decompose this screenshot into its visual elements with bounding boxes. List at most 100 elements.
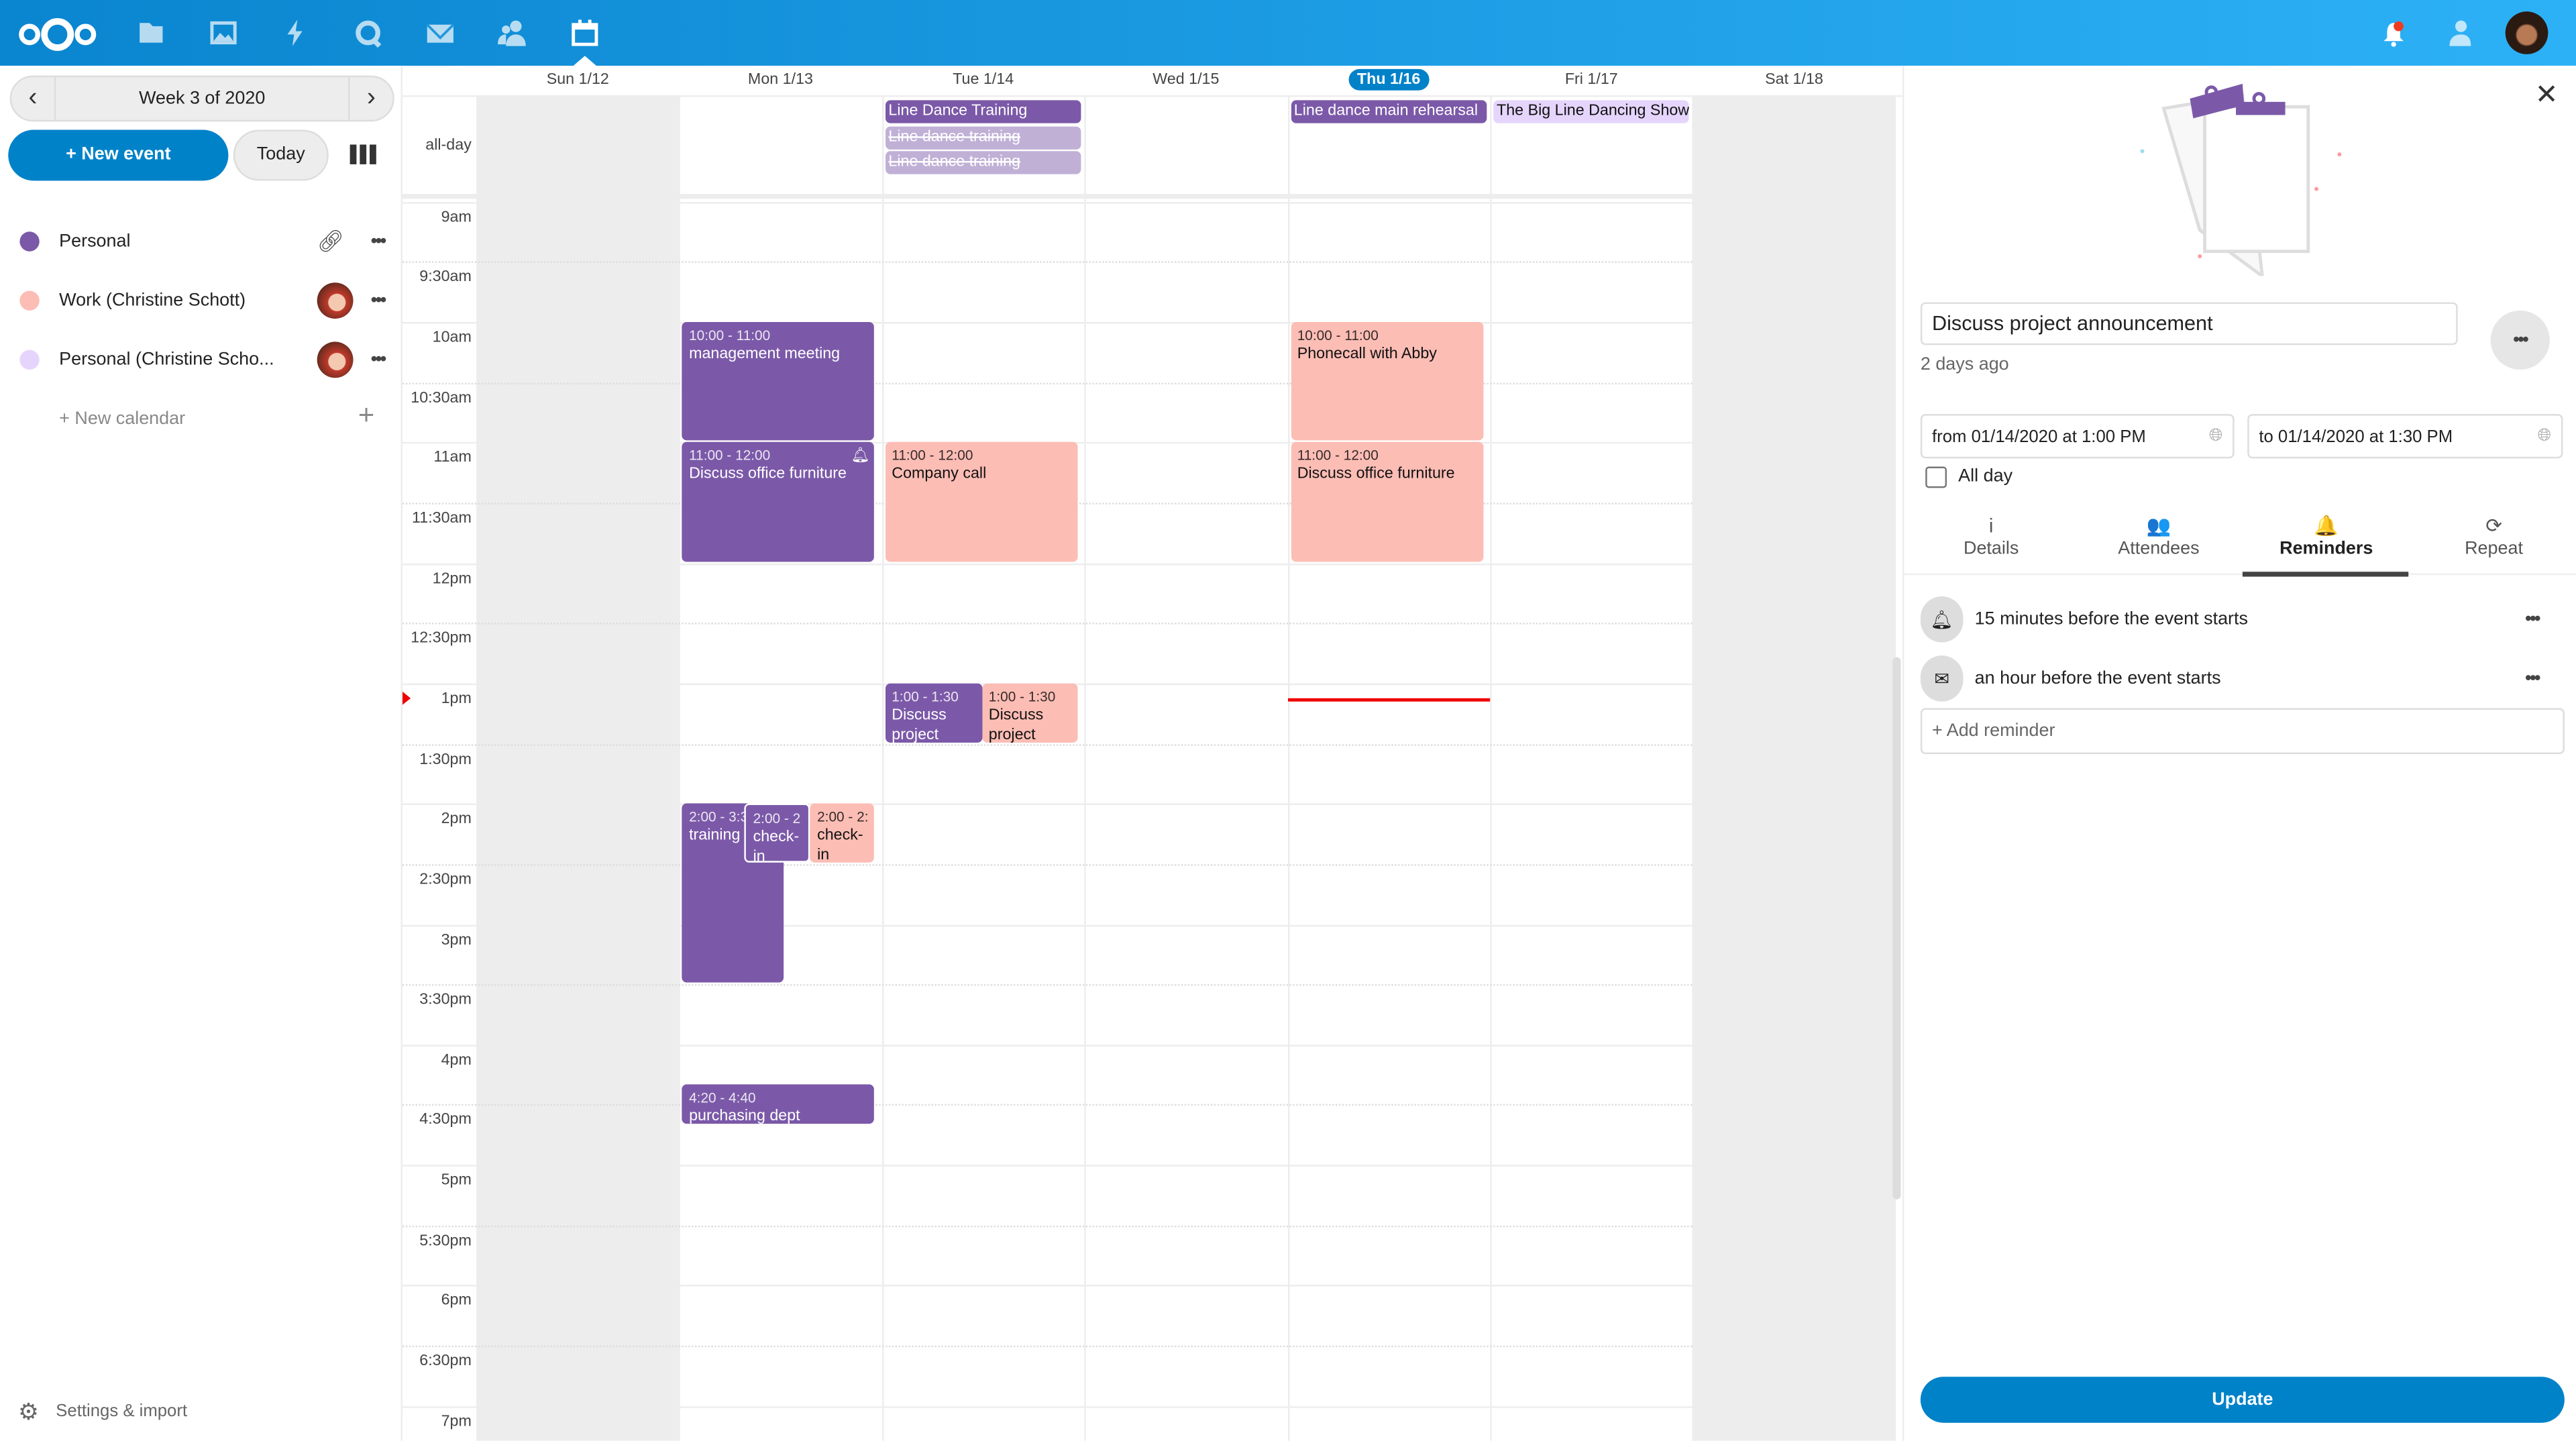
activity-icon[interactable]	[281, 18, 311, 48]
calendar-color-dot[interactable]	[19, 290, 40, 311]
user-avatar[interactable]	[2505, 11, 2548, 54]
scrollbar[interactable]	[1892, 657, 1901, 1199]
calendar-event[interactable]: 4:20 - 4:40 purchasing dept	[682, 1084, 875, 1124]
next-week-button[interactable]: ›	[366, 83, 376, 112]
time-label: 9am	[441, 208, 472, 227]
day-header[interactable]: Sun 1/12	[476, 66, 679, 95]
calendar-event[interactable]: 11:00 - 12:00 Company call	[885, 442, 1078, 562]
all-day-checkbox[interactable]	[1925, 466, 1947, 488]
calendar-menu-button[interactable]: •••	[370, 231, 386, 252]
tab-details[interactable]: i Details	[1909, 513, 2074, 559]
calendar-event[interactable]: 11:00 - 12:00 Discuss office furniture 🔔︎	[682, 442, 875, 562]
day-header[interactable]: Tue 1/14	[882, 66, 1085, 95]
day-column[interactable]	[1084, 95, 1287, 1441]
time-label: 12:30pm	[411, 629, 472, 648]
time-label: 6:30pm	[419, 1352, 472, 1371]
contacts-icon[interactable]	[498, 18, 527, 48]
day-header[interactable]: Mon 1/13	[679, 66, 881, 95]
calendar-event[interactable]: 10:00 - 11:00 Phonecall with Abby	[1290, 322, 1483, 441]
allday-event[interactable]: The Big Line Dancing Show	[1493, 100, 1690, 123]
day-column[interactable]	[1693, 95, 1896, 1441]
settings-import-button[interactable]: Settings & import	[56, 1401, 188, 1422]
time-label: 5:30pm	[419, 1232, 472, 1250]
day-label: Sun 1/12	[546, 70, 609, 89]
close-icon[interactable]: ✕	[2534, 78, 2559, 111]
time-label: 7pm	[441, 1412, 472, 1431]
plus-icon[interactable]: +	[358, 399, 375, 431]
day-label: Thu 1/16	[1348, 68, 1429, 91]
tab-attendees[interactable]: 👥 Attendees	[2077, 513, 2241, 559]
today-button[interactable]: Today	[233, 129, 329, 181]
attendees-icon: 👥	[2146, 514, 2171, 537]
calendar-item[interactable]: Personal 🔗︎ •••	[0, 212, 402, 271]
event-time: 10:00 - 11:00	[689, 327, 771, 343]
share-link-icon[interactable]: 🔗︎	[317, 228, 345, 254]
event-title-input[interactable]: Discuss project announcement	[1920, 302, 2458, 345]
mail-icon[interactable]	[425, 18, 455, 48]
calendar-event[interactable]: 2:00 - 2:30check-in	[810, 804, 875, 863]
time-slot-line	[402, 1345, 1693, 1348]
calendar-menu-button[interactable]: •••	[370, 290, 386, 311]
time-slot-line	[402, 563, 1693, 565]
time-slot-line	[402, 262, 1693, 264]
active-tab-indicator	[2242, 572, 2409, 577]
calendar-event[interactable]: 10:00 - 11:00 management meeting	[682, 322, 875, 441]
day-column[interactable]	[476, 95, 680, 1441]
calendar-event[interactable]: 11:00 - 12:00 Discuss office furniture	[1290, 442, 1483, 562]
event-title: Company call	[892, 465, 987, 484]
files-icon[interactable]	[136, 18, 166, 48]
new-event-button[interactable]: + New event	[8, 129, 229, 181]
calendar-event[interactable]: 1:00 - 1:30 Discuss project	[981, 683, 1078, 742]
timezone-globe-icon[interactable]: 🌐︎	[2537, 425, 2552, 445]
previous-week-button[interactable]: ‹	[28, 83, 38, 112]
nextcloud-logo[interactable]	[16, 16, 98, 57]
reminder-menu-button[interactable]: •••	[2525, 609, 2540, 629]
day-header[interactable]: Wed 1/15	[1085, 66, 1287, 95]
week-label[interactable]: Week 3 of 2020	[54, 77, 350, 120]
calendar-icon[interactable]	[570, 18, 600, 48]
allday-event[interactable]: Line dance training	[885, 125, 1081, 149]
info-icon: i	[1988, 514, 1994, 537]
photos-icon[interactable]	[209, 18, 238, 48]
calendar-menu-button[interactable]: •••	[370, 350, 386, 370]
contacts-menu-icon[interactable]	[2445, 18, 2474, 48]
week-grid: Sun 1/12 Mon 1/13 Tue 1/14 Wed 1/15 Thu 1/16…	[402, 66, 1902, 1441]
mail-icon: ✉︎	[1920, 655, 1964, 702]
calendar-color-dot[interactable]	[19, 350, 40, 370]
tab-label: Reminders	[2279, 539, 2373, 559]
allday-event[interactable]: Line Dance Training	[885, 100, 1081, 123]
new-calendar-button[interactable]: + New calendar	[59, 409, 186, 429]
day-header[interactable]: Fri 1/17	[1490, 66, 1693, 95]
add-reminder-input[interactable]: + Add reminder	[1920, 708, 2565, 755]
calendar-color-dot[interactable]	[19, 231, 40, 252]
day-header[interactable]: Thu 1/16	[1287, 66, 1490, 95]
divider	[402, 95, 1902, 97]
timezone-globe-icon[interactable]: 🌐︎	[2208, 425, 2223, 445]
more-actions-button[interactable]: •••	[2490, 310, 2550, 370]
view-switch-icon[interactable]	[350, 144, 376, 164]
end-date-input[interactable]: to 01/14/2020 at 1:30 PM 🌐︎	[2247, 414, 2563, 459]
start-date-input[interactable]: from 01/14/2020 at 1:00 PM 🌐︎	[1920, 414, 2235, 459]
event-sidebar: ✕ Discuss project announcement ••• 2 day…	[1902, 65, 2576, 1441]
calendar-item[interactable]: Work (Christine Schott) •••	[0, 271, 402, 330]
reminder-menu-button[interactable]: •••	[2525, 668, 2540, 689]
day-column[interactable]	[881, 95, 1085, 1441]
day-column[interactable]	[1490, 95, 1693, 1441]
reminder-text: an hour before the event starts	[1974, 668, 2221, 689]
calendar-item[interactable]: Personal (Christine Scho... •••	[0, 330, 402, 389]
day-column[interactable]	[1287, 95, 1491, 1441]
tab-repeat[interactable]: ⟳ Repeat	[2412, 513, 2576, 559]
app-navigation: ‹ Week 3 of 2020 › + New event Today Per…	[0, 65, 403, 1441]
talk-icon[interactable]	[354, 18, 383, 48]
update-button[interactable]: Update	[1920, 1377, 2565, 1423]
day-header[interactable]: Sat 1/18	[1693, 66, 1895, 95]
tab-reminders[interactable]: 🔔 Reminders	[2244, 513, 2408, 559]
calendar-event[interactable]: 2:00 - 2:30check-in	[745, 804, 811, 863]
all-day-label: All day	[1958, 466, 2013, 486]
notifications-icon[interactable]	[2379, 18, 2408, 48]
allday-event[interactable]: Line dance training	[885, 151, 1081, 174]
allday-event[interactable]: Line dance main rehearsal	[1290, 100, 1487, 123]
day-column[interactable]	[679, 95, 882, 1441]
time-slot-line	[402, 1285, 1693, 1287]
